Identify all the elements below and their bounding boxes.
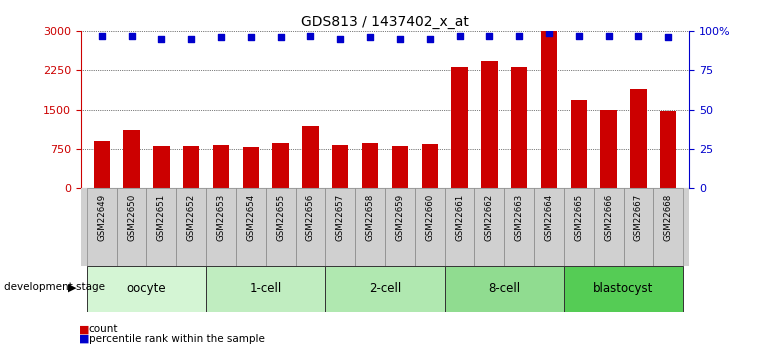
Text: 1-cell: 1-cell — [249, 283, 282, 295]
Bar — [236, 188, 266, 266]
Text: percentile rank within the sample: percentile rank within the sample — [89, 334, 264, 344]
Bar — [87, 266, 206, 312]
Bar — [326, 188, 355, 266]
Text: GSM22649: GSM22649 — [97, 194, 106, 242]
Bar — [654, 188, 683, 266]
Bar — [564, 188, 594, 266]
Bar — [474, 188, 504, 266]
Bar — [624, 188, 654, 266]
Text: oocyte: oocyte — [126, 283, 166, 295]
Bar — [541, 31, 557, 188]
Bar — [303, 126, 319, 188]
Bar — [481, 61, 497, 188]
Text: GSM22656: GSM22656 — [306, 194, 315, 242]
Bar — [146, 188, 176, 266]
Bar — [415, 188, 444, 266]
Point — [513, 33, 525, 39]
Bar — [332, 145, 349, 188]
Point — [454, 33, 466, 39]
Text: GSM22657: GSM22657 — [336, 194, 345, 242]
Point — [156, 36, 168, 42]
Text: GSM22659: GSM22659 — [396, 194, 404, 242]
Point — [95, 33, 108, 39]
Bar — [421, 144, 438, 188]
Point — [393, 36, 406, 42]
Point — [543, 30, 555, 36]
Text: blastocyst: blastocyst — [594, 283, 654, 295]
Point — [274, 34, 286, 40]
Bar — [183, 146, 199, 188]
Bar — [511, 67, 527, 188]
Text: GSM22665: GSM22665 — [574, 194, 584, 242]
Bar — [534, 188, 564, 266]
Bar — [266, 188, 296, 266]
Text: GSM22652: GSM22652 — [186, 194, 196, 242]
Text: GSM22660: GSM22660 — [425, 194, 434, 242]
Bar — [213, 145, 229, 188]
Bar — [601, 110, 617, 188]
Bar — [444, 188, 474, 266]
Text: GSM22664: GSM22664 — [544, 194, 554, 242]
Point — [185, 36, 197, 42]
Text: 8-cell: 8-cell — [488, 283, 521, 295]
Bar — [564, 266, 683, 312]
Point — [304, 33, 316, 39]
Text: ■: ■ — [79, 325, 90, 334]
Text: GSM22650: GSM22650 — [127, 194, 136, 242]
Bar — [176, 188, 206, 266]
Bar — [87, 188, 116, 266]
Text: 2-cell: 2-cell — [369, 283, 401, 295]
Point — [215, 34, 227, 40]
Bar — [444, 266, 564, 312]
Bar — [355, 188, 385, 266]
Bar — [243, 147, 259, 188]
Bar — [631, 89, 647, 188]
Text: GSM22663: GSM22663 — [514, 194, 524, 242]
Title: GDS813 / 1437402_x_at: GDS813 / 1437402_x_at — [301, 14, 469, 29]
Text: GSM22654: GSM22654 — [246, 194, 256, 242]
Bar — [362, 142, 378, 188]
Text: GSM22658: GSM22658 — [366, 194, 374, 242]
Bar — [326, 266, 444, 312]
Point — [364, 34, 377, 40]
Bar — [206, 266, 326, 312]
Bar — [571, 100, 587, 188]
Text: GSM22651: GSM22651 — [157, 194, 166, 242]
Point — [245, 34, 257, 40]
Bar — [296, 188, 326, 266]
Bar — [385, 188, 415, 266]
Point — [662, 34, 675, 40]
Bar — [123, 130, 139, 188]
Text: GSM22667: GSM22667 — [634, 194, 643, 242]
Text: ▶: ▶ — [68, 282, 76, 292]
Bar — [116, 188, 146, 266]
Text: GSM22662: GSM22662 — [485, 194, 494, 242]
Text: ■: ■ — [79, 334, 90, 344]
Bar — [93, 141, 110, 188]
Text: development stage: development stage — [4, 282, 105, 292]
Bar — [451, 67, 467, 188]
Bar — [273, 142, 289, 188]
Point — [334, 36, 346, 42]
Bar — [660, 111, 677, 188]
Bar — [206, 188, 236, 266]
Bar — [153, 146, 169, 188]
Point — [424, 36, 436, 42]
Point — [602, 33, 614, 39]
Point — [573, 33, 585, 39]
Text: count: count — [89, 325, 118, 334]
Text: GSM22666: GSM22666 — [604, 194, 613, 242]
Bar — [504, 188, 534, 266]
Bar — [594, 188, 624, 266]
Point — [632, 33, 644, 39]
Bar — [392, 146, 408, 188]
Text: GSM22661: GSM22661 — [455, 194, 464, 242]
Text: GSM22655: GSM22655 — [276, 194, 285, 242]
Point — [484, 33, 496, 39]
Text: GSM22668: GSM22668 — [664, 194, 673, 242]
Text: GSM22653: GSM22653 — [216, 194, 226, 242]
Point — [126, 33, 138, 39]
